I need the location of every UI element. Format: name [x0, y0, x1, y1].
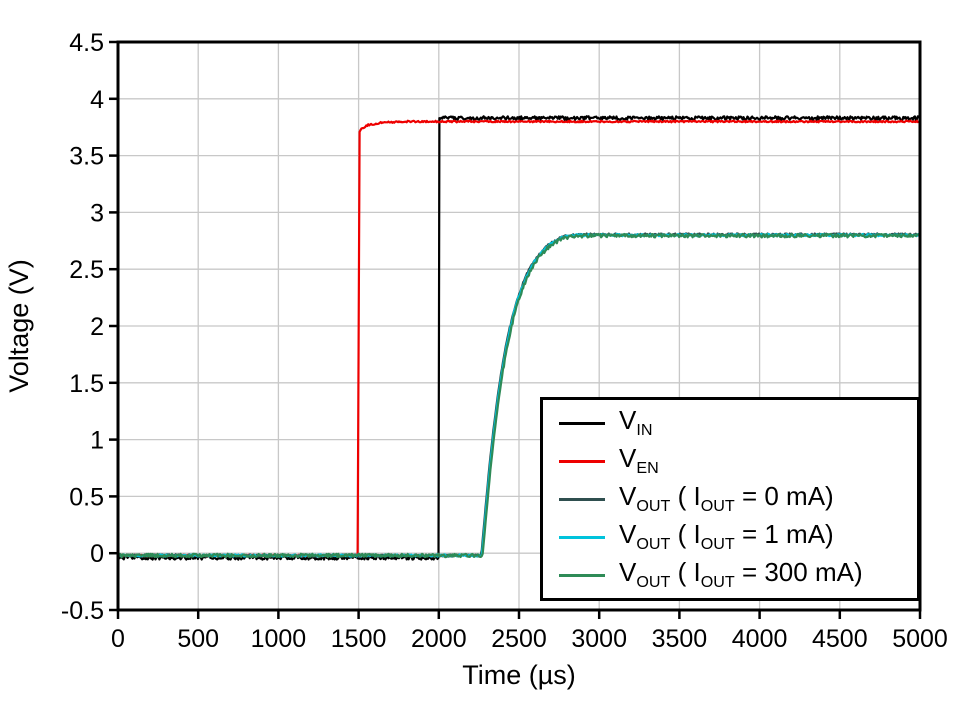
legend-line-swatch — [559, 535, 605, 539]
x-axis-title: Time (µs) — [462, 660, 576, 690]
x-tick-label: 5000 — [892, 625, 948, 653]
y-tick-label: 3 — [90, 199, 104, 227]
legend-label: VIN — [619, 405, 653, 440]
x-tick-label: 3500 — [652, 625, 708, 653]
x-tick-label: 2000 — [411, 625, 467, 653]
traces — [116, 115, 921, 561]
y-tick-label: 4 — [90, 86, 104, 114]
y-tick-label: 1 — [90, 427, 104, 455]
legend-line-swatch — [559, 459, 605, 463]
x-tick-label: 0 — [111, 625, 125, 653]
tick-marks — [109, 40, 922, 619]
x-tick-label: 4500 — [812, 625, 868, 653]
legend-item-ven: VEN — [559, 443, 913, 478]
x-tick-label: 1500 — [331, 625, 387, 653]
y-tick-label: 2.5 — [69, 256, 104, 284]
y-tick-label: 1.5 — [69, 370, 104, 398]
x-tick-labels: 0 500 1000 1500 2000 2500 3000 3500 4000 4500 5000 — [111, 625, 948, 653]
x-tick-label: 4000 — [732, 625, 788, 653]
y-axis-title: Voltage (V) — [4, 259, 34, 393]
y-tick-label: 3.5 — [69, 143, 104, 171]
x-tick-label: 1000 — [251, 625, 307, 653]
legend-line-swatch — [559, 421, 605, 425]
legend-item-vout-300ma: VOUT ( IOUT = 300 mA) — [559, 557, 913, 592]
legend-item-vout-1ma: VOUT ( IOUT = 1 mA) — [559, 519, 913, 554]
x-tick-label: 3000 — [571, 625, 627, 653]
y-tick-label: -0.5 — [61, 597, 104, 625]
legend-label: VEN — [619, 443, 659, 478]
legend: VIN VEN VOUT ( IOUT = 0 mA) VOUT ( IOUT = 1… — [540, 397, 920, 601]
legend-line-swatch — [559, 497, 605, 501]
x-tick-label: 500 — [177, 625, 219, 653]
legend-item-vout-0ma: VOUT ( IOUT = 0 mA) — [559, 481, 913, 516]
legend-line-swatch — [559, 573, 605, 577]
y-tick-label: 2 — [90, 313, 104, 341]
y-tick-label: 4.5 — [69, 29, 104, 57]
y-tick-label: 0.5 — [69, 483, 104, 511]
y-tick-labels: -0.5 0 0.5 1 1.5 2 2.5 3 3.5 4 4.5 — [61, 29, 104, 625]
legend-item-vin: VIN — [559, 405, 913, 440]
x-tick-label: 2500 — [491, 625, 547, 653]
y-tick-label: 0 — [90, 540, 104, 568]
trace-vout-300ma — [116, 232, 921, 559]
legend-label: VOUT ( IOUT = 1 mA) — [619, 519, 834, 554]
legend-label: VOUT ( IOUT = 0 mA) — [619, 481, 834, 516]
legend-label: VOUT ( IOUT = 300 mA) — [619, 557, 863, 592]
